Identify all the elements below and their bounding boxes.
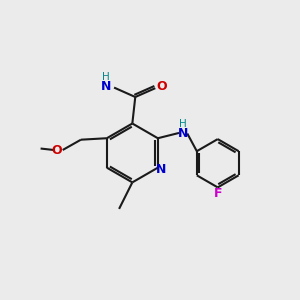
Text: N: N [156,163,167,176]
Text: H: H [102,72,110,82]
Text: O: O [51,144,62,158]
Text: H: H [179,119,187,129]
Text: O: O [157,80,167,93]
Text: F: F [214,188,223,200]
Text: N: N [178,127,188,140]
Text: N: N [100,80,111,94]
